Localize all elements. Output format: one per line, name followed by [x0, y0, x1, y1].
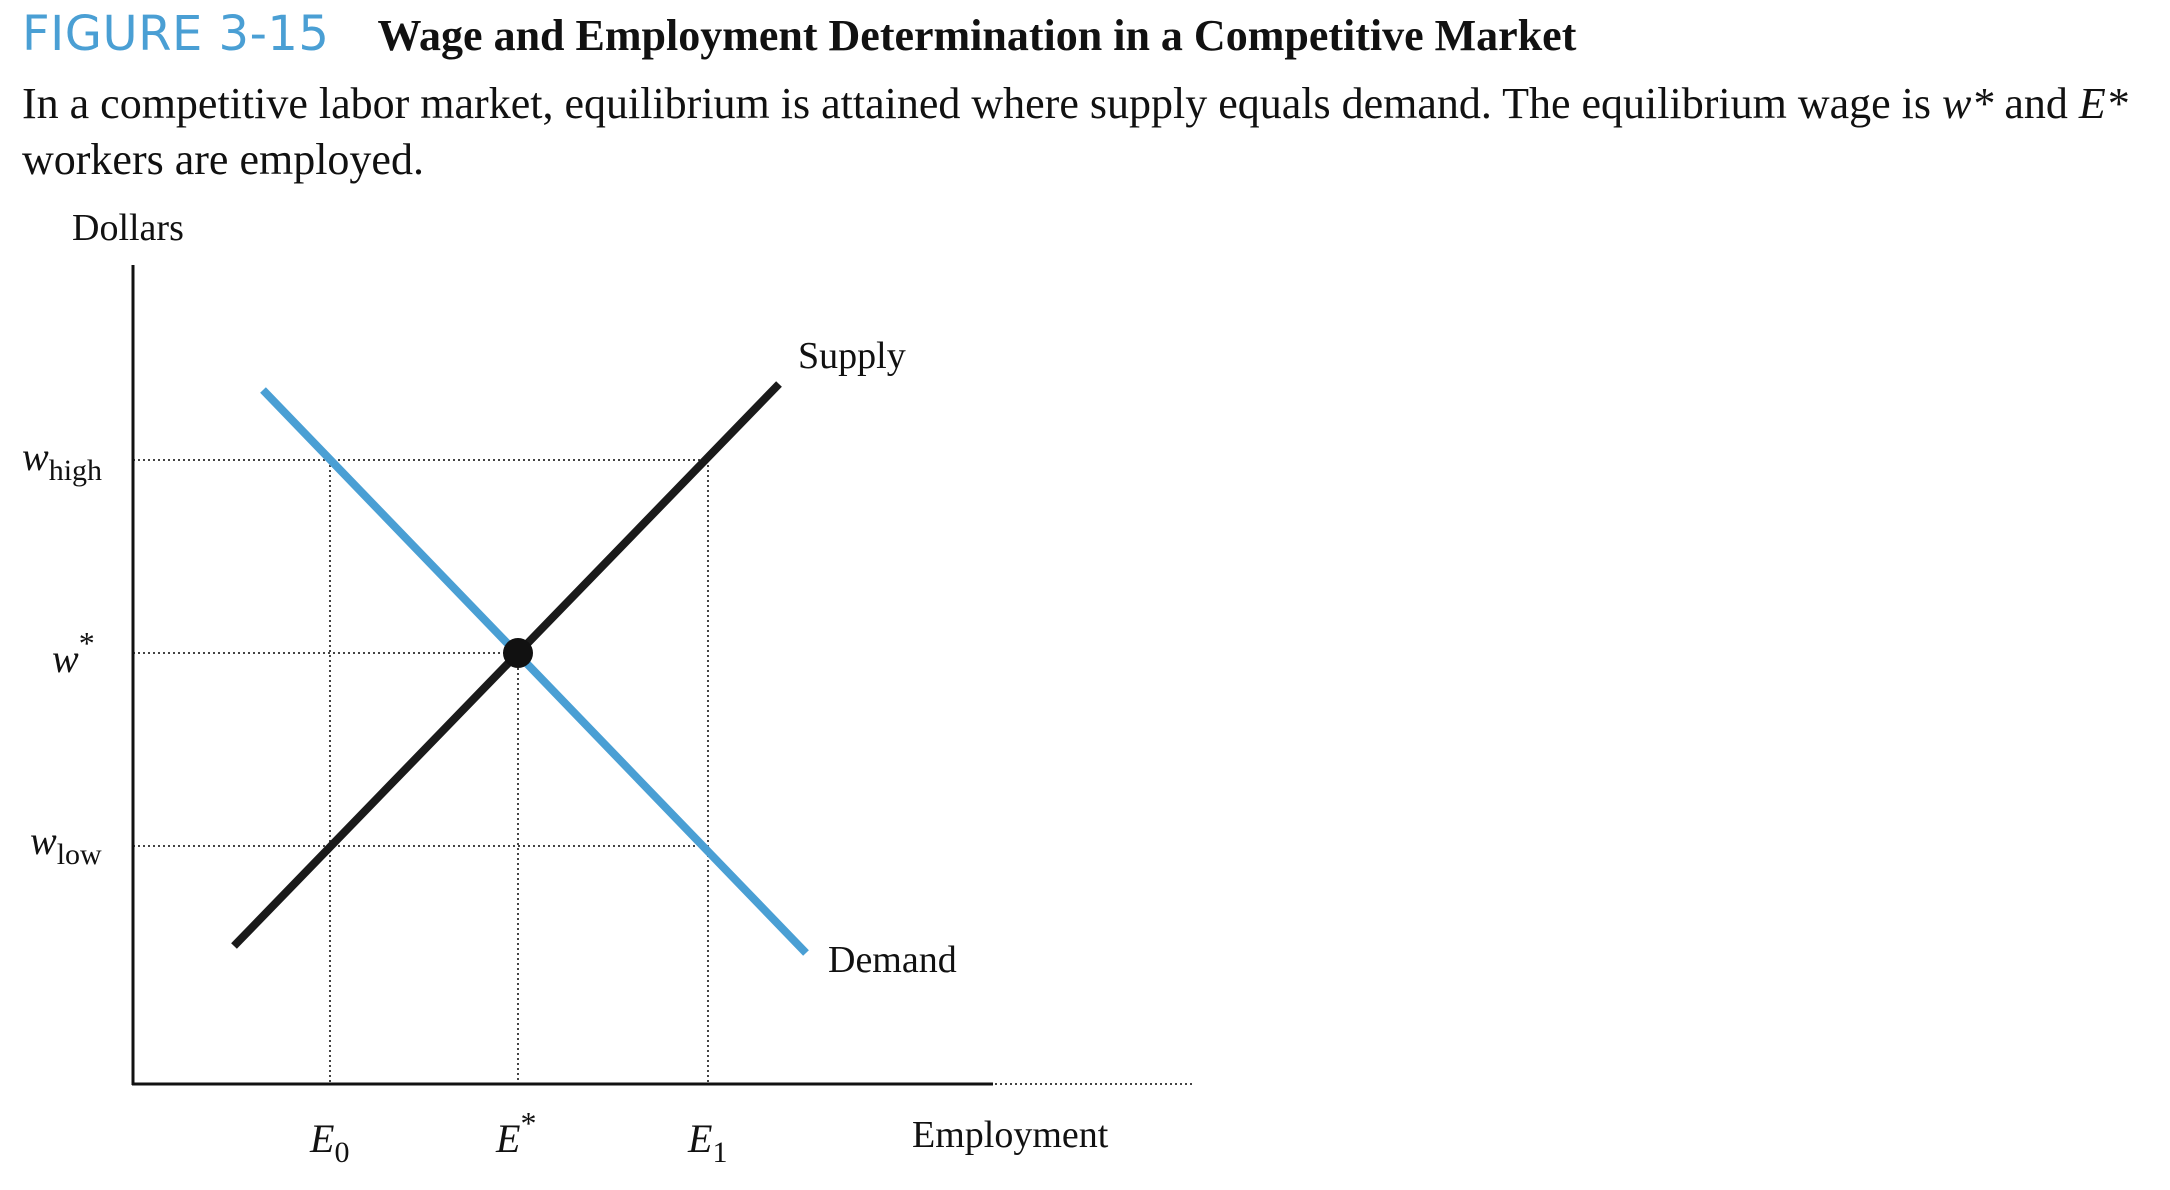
equilibrium-point [503, 638, 533, 668]
x-tick-sub: 1 [712, 1136, 727, 1169]
x-tick-base: E [687, 1116, 712, 1161]
supply-curve [231, 381, 782, 949]
figure-header: FIGURE 3-15 Wage and Employment Determin… [22, 4, 2152, 188]
caption-part: w* [1942, 79, 1994, 128]
figure-caption: In a competitive labor market, equilibri… [22, 76, 2152, 188]
supply-label: Supply [798, 335, 906, 377]
figure-title-line: FIGURE 3-15 Wage and Employment Determin… [22, 4, 2152, 76]
y-tick-sub: high [49, 454, 102, 487]
caption-part: E* [2078, 79, 2128, 128]
y-tick-sub: low [57, 838, 102, 871]
demand-label: Demand [828, 939, 957, 981]
x-tick-base: E [495, 1116, 520, 1161]
caption-part: and [1993, 79, 2079, 128]
figure-title: Wage and Employment Determination in a C… [377, 11, 1577, 60]
x-tick-E1: E1 [687, 1116, 727, 1169]
x-tick-E0: E0 [309, 1116, 349, 1169]
y-axis-label: Dollars [72, 207, 184, 249]
caption-part: workers are employed. [22, 135, 424, 184]
x-tick-sub: 0 [334, 1136, 349, 1169]
y-tick-sup: * [79, 625, 95, 661]
demand-curve [260, 387, 809, 956]
y-tick-base: w [22, 434, 49, 479]
x-tick-Estar: E* [495, 1105, 536, 1161]
x-tick-sup: * [520, 1105, 536, 1141]
x-tick-base: E [309, 1116, 334, 1161]
y-tick-base: w [52, 636, 79, 681]
x-axis-label: Employment [912, 1114, 1109, 1156]
figure-label: FIGURE 3-15 [22, 6, 330, 62]
y-tick-whigh: whigh [22, 434, 102, 487]
y-tick-base: w [30, 818, 57, 863]
caption-part: In a competitive labor market, equilibri… [22, 79, 1942, 128]
y-tick-wstar: w* [52, 625, 95, 681]
y-tick-wlow: wlow [30, 818, 102, 871]
